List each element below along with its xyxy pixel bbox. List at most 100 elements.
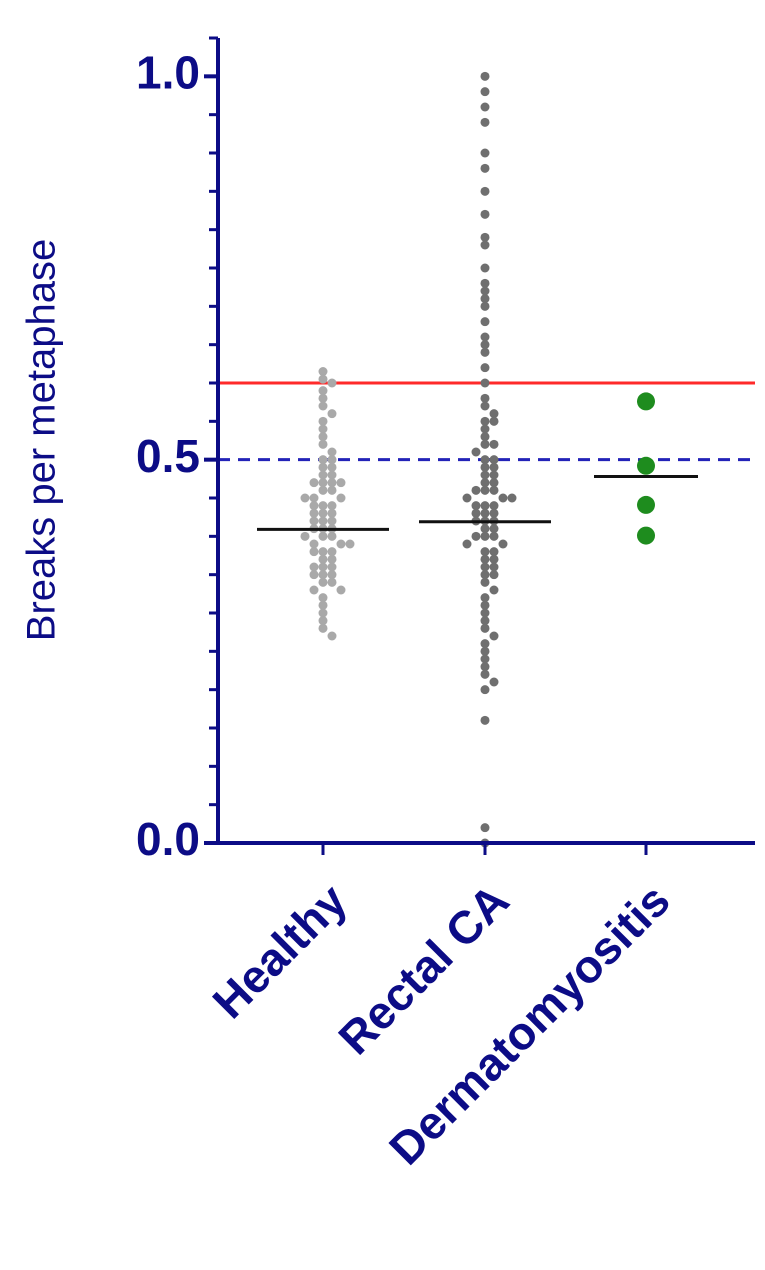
- data-point: [327, 516, 337, 526]
- x-tick-label: Healthy: [202, 874, 357, 1029]
- data-point: [318, 516, 328, 526]
- data-point: [318, 508, 328, 518]
- data-point: [309, 493, 319, 503]
- data-point: [480, 823, 490, 833]
- data-point: [318, 432, 328, 442]
- data-point: [318, 616, 328, 626]
- data-point: [336, 478, 346, 488]
- data-point: [318, 439, 328, 449]
- data-point: [327, 501, 337, 511]
- data-point: [327, 485, 337, 495]
- data-point: [471, 501, 481, 511]
- data-point: [498, 493, 508, 503]
- data-point: [309, 547, 319, 557]
- data-point: [318, 478, 328, 488]
- data-point: [480, 608, 490, 618]
- data-point: [327, 554, 337, 564]
- data-point: [637, 456, 655, 475]
- data-point: [480, 148, 490, 158]
- data-point: [318, 600, 328, 610]
- data-point: [336, 539, 346, 549]
- data-point: [471, 447, 481, 457]
- data-point: [507, 493, 517, 503]
- data-point: [300, 531, 310, 541]
- data-point: [480, 577, 490, 587]
- data-point: [480, 470, 490, 480]
- data-point: [327, 478, 337, 488]
- data-point: [480, 424, 490, 434]
- data-point: [480, 71, 490, 81]
- data-point: [489, 524, 499, 534]
- data-point: [327, 378, 337, 388]
- data-point: [318, 531, 328, 541]
- data-point: [327, 455, 337, 465]
- y-tick-label: 0.0: [136, 813, 200, 865]
- data-point: [489, 585, 499, 595]
- data-point: [480, 639, 490, 649]
- data-point: [318, 393, 328, 403]
- data-point: [309, 508, 319, 518]
- data-point: [489, 531, 499, 541]
- y-tick-label: 1.0: [136, 46, 200, 98]
- data-point: [489, 478, 499, 488]
- data-point: [637, 392, 655, 411]
- data-point: [336, 585, 346, 595]
- data-point: [480, 332, 490, 342]
- data-point: [318, 623, 328, 633]
- data-point: [471, 531, 481, 541]
- data-point: [318, 424, 328, 434]
- data-point: [318, 401, 328, 411]
- data-point: [489, 409, 499, 419]
- data-point: [489, 455, 499, 465]
- data-point: [318, 455, 328, 465]
- data-point: [327, 531, 337, 541]
- data-point: [480, 278, 490, 288]
- data-point: [489, 570, 499, 580]
- data-point: [318, 386, 328, 396]
- data-point: [480, 531, 490, 541]
- data-point: [480, 455, 490, 465]
- data-point: [327, 447, 337, 457]
- data-point: [498, 539, 508, 549]
- data-point: [318, 593, 328, 603]
- data-point: [480, 662, 490, 672]
- data-point: [309, 478, 319, 488]
- data-point: [480, 301, 490, 311]
- data-point: [480, 715, 490, 725]
- data-point: [489, 554, 499, 564]
- data-point: [327, 631, 337, 641]
- data-point: [480, 616, 490, 626]
- data-point: [480, 347, 490, 357]
- data-point: [480, 646, 490, 656]
- data-point: [480, 317, 490, 327]
- data-point: [480, 570, 490, 580]
- data-point: [336, 493, 346, 503]
- data-point: [480, 439, 490, 449]
- data-point: [489, 508, 499, 518]
- data-point: [318, 462, 328, 472]
- data-point: [480, 117, 490, 127]
- data-point: [327, 577, 337, 587]
- data-point: [489, 470, 499, 480]
- data-point: [327, 562, 337, 572]
- data-point: [309, 570, 319, 580]
- data-point: [327, 462, 337, 472]
- data-point: [480, 340, 490, 350]
- data-point: [318, 547, 328, 557]
- data-point: [480, 186, 490, 196]
- data-point: [489, 462, 499, 472]
- data-point: [637, 495, 655, 514]
- data-point: [480, 501, 490, 511]
- data-point: [345, 539, 355, 549]
- data-point: [318, 577, 328, 587]
- data-point: [327, 547, 337, 557]
- data-point: [318, 554, 328, 564]
- data-point: [480, 623, 490, 633]
- data-point: [318, 562, 328, 572]
- data-point: [489, 631, 499, 641]
- data-point: [462, 539, 472, 549]
- data-point: [480, 547, 490, 557]
- y-tick-label: 0.5: [136, 430, 200, 482]
- data-point: [480, 462, 490, 472]
